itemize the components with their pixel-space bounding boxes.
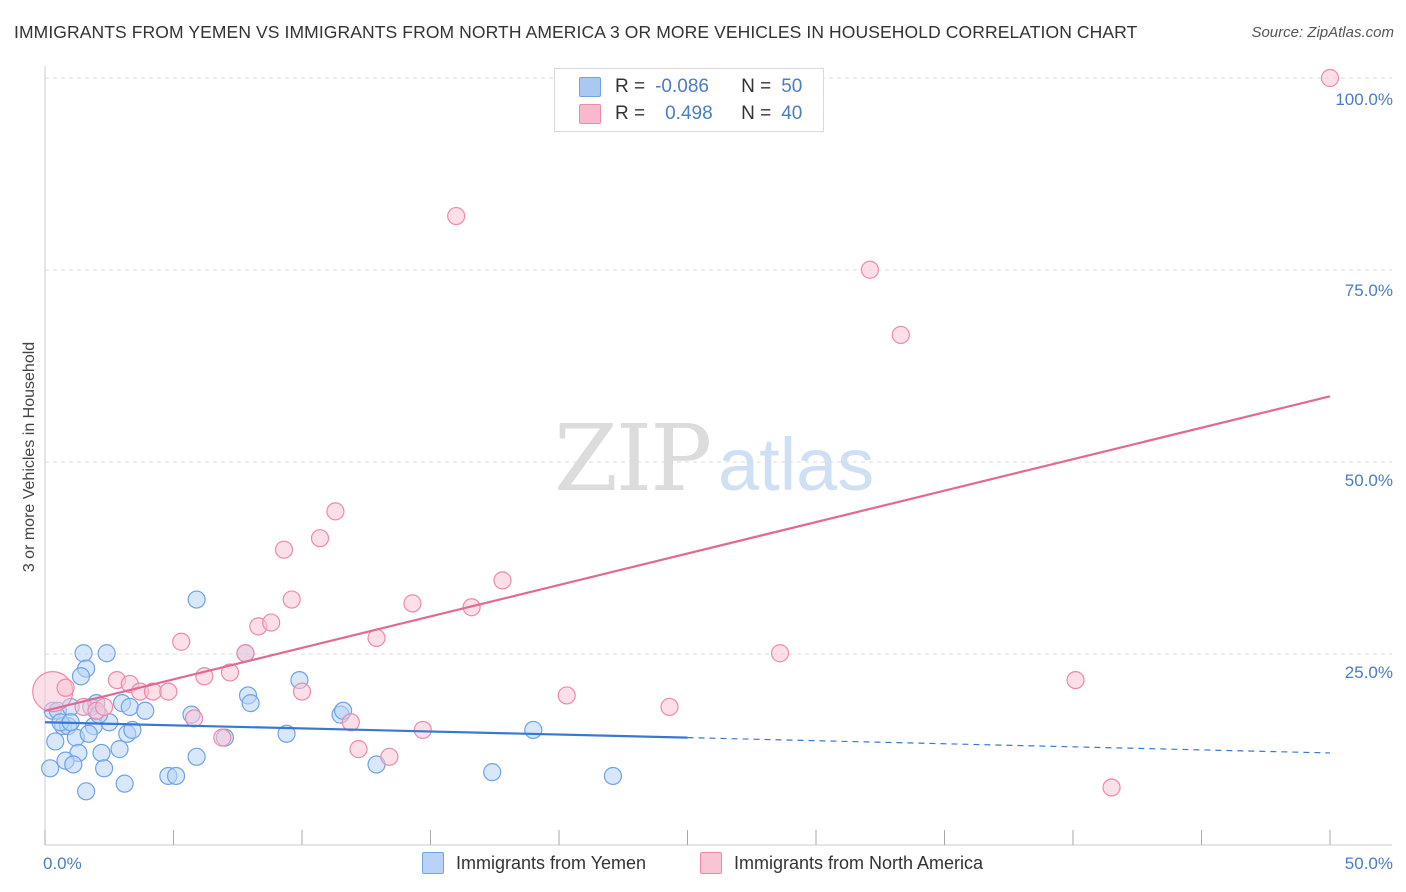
legend-label-north-america: Immigrants from North America	[734, 852, 984, 873]
legend-swatch-yemen	[422, 852, 444, 874]
trend-line-north-america	[44, 395, 1331, 712]
legend-r-label: R =	[615, 103, 646, 124]
legend-n-label: N =	[741, 103, 772, 124]
y-tick-label: 25.0%	[1345, 663, 1393, 682]
y-axis-label: 3 or more Vehicles in Household	[21, 342, 38, 572]
point-north-america	[292, 682, 312, 701]
point-north-america	[770, 644, 790, 663]
point-north-america	[326, 502, 345, 521]
point-yemen	[79, 724, 98, 743]
correlation-legend: R = -0.086 N = 50 R = 0.498 N = 40	[554, 68, 824, 132]
point-yemen	[115, 774, 134, 793]
point-north-america	[860, 260, 880, 279]
point-yemen	[187, 590, 206, 609]
point-yemen	[123, 720, 142, 740]
point-north-america	[1102, 778, 1121, 797]
y-tick-label: 100.0%	[1335, 90, 1393, 109]
chart-title: IMMIGRANTS FROM YEMEN VS IMMIGRANTS FROM…	[14, 22, 1138, 42]
point-north-america	[341, 713, 360, 732]
tick-labels: 25.0% 50.0% 75.0% 100.0% 0.0% 50.0%	[43, 90, 1393, 873]
point-north-america	[1066, 670, 1085, 690]
legend-swatch-north-america	[700, 852, 722, 874]
point-yemen	[166, 766, 186, 786]
watermark: ZIP atlas	[554, 405, 874, 512]
legend-r-value-north-america: 0.498	[665, 103, 713, 124]
source-label: Source: ZipAtlas.com	[1251, 24, 1394, 41]
point-yemen	[97, 644, 116, 663]
series-legend: Immigrants from Yemen Immigrants from No…	[0, 852, 1406, 878]
legend-n-value-north-america: 40	[781, 103, 803, 124]
point-north-america	[213, 728, 232, 747]
legend-row-north-america: R = 0.498 N = 40	[579, 102, 802, 126]
point-north-america	[56, 678, 75, 697]
legend-swatch-north-america	[579, 104, 601, 124]
watermark-zip: ZIP	[554, 405, 710, 512]
point-yemen	[277, 724, 296, 743]
series-north-america-points	[32, 68, 1340, 797]
point-yemen	[92, 743, 111, 763]
point-north-america	[493, 571, 512, 590]
point-north-america	[159, 682, 178, 701]
point-yemen	[120, 697, 139, 717]
point-north-america	[274, 540, 294, 559]
point-yemen	[46, 732, 65, 751]
legend-r-value-yemen: -0.086	[655, 76, 709, 97]
point-north-america	[660, 697, 679, 717]
y-tick-label: 75.0%	[1345, 281, 1393, 300]
point-north-america	[413, 720, 432, 740]
point-north-america	[262, 613, 281, 632]
point-north-america	[95, 697, 114, 717]
point-yemen	[241, 694, 260, 713]
legend-item-yemen[interactable]: Immigrants from Yemen	[422, 852, 646, 874]
legend-item-north-america[interactable]: Immigrants from North America	[700, 852, 983, 874]
point-yemen	[136, 701, 155, 720]
point-north-america	[184, 709, 204, 728]
legend-label-yemen: Immigrants from Yemen	[456, 852, 647, 873]
point-north-america	[891, 325, 910, 345]
trend-lines	[44, 395, 1331, 754]
point-north-america	[310, 529, 330, 548]
gridlines	[45, 77, 1392, 655]
point-north-america	[1320, 68, 1340, 88]
point-yemen	[187, 747, 206, 766]
x-tick-label: 0.0%	[43, 854, 82, 873]
legend-r-label: R =	[615, 76, 646, 97]
legend-row-yemen: R = -0.086 N = 50	[579, 75, 802, 99]
point-north-america	[380, 747, 399, 766]
point-north-america	[282, 590, 301, 609]
legend-n-label: N =	[741, 76, 772, 97]
point-yemen	[603, 766, 623, 786]
point-north-america	[220, 663, 240, 682]
trend-line-yemen	[44, 721, 688, 739]
point-yemen	[41, 759, 60, 778]
point-yemen	[110, 740, 129, 759]
y-tick-label: 50.0%	[1345, 471, 1393, 490]
legend-swatch-yemen	[579, 77, 601, 97]
point-north-america	[403, 594, 422, 613]
legend-n-value-yemen: 50	[781, 76, 803, 97]
point-yemen	[71, 667, 91, 686]
point-yemen	[524, 720, 543, 740]
watermark-atlas: atlas	[718, 423, 874, 506]
point-yemen	[95, 759, 114, 778]
x-tick-label: 50.0%	[1345, 854, 1393, 873]
point-north-america	[349, 740, 368, 759]
series-yemen-points	[41, 590, 623, 801]
point-north-america	[557, 686, 576, 705]
point-yemen	[64, 755, 83, 774]
point-yemen	[483, 763, 502, 782]
point-yemen	[74, 644, 93, 663]
trend-line-yemen-extension	[687, 737, 1331, 754]
point-yemen	[77, 782, 96, 801]
point-north-america	[172, 632, 191, 651]
point-north-america	[447, 206, 466, 226]
